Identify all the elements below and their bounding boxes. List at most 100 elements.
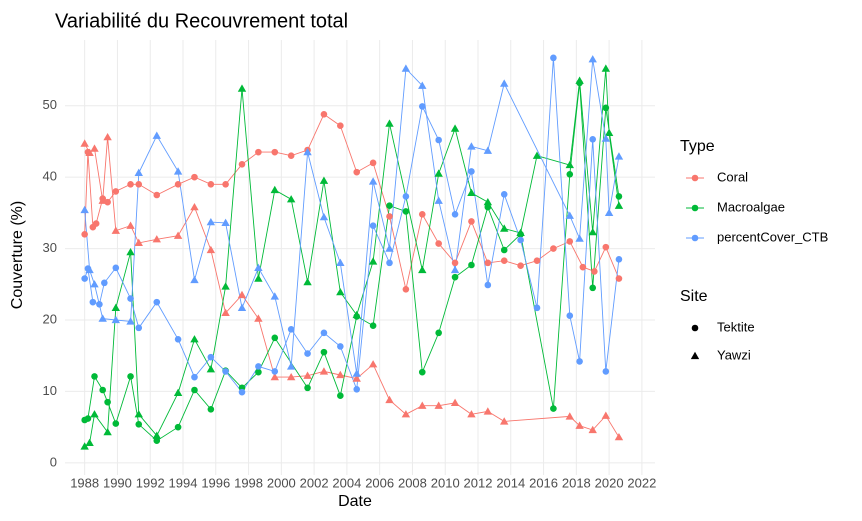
point (604, 208, 614, 217)
point (450, 124, 460, 132)
y-tick-label: 40 (43, 169, 57, 184)
point (127, 180, 134, 188)
point (111, 315, 121, 324)
point (602, 368, 610, 375)
point (135, 180, 143, 188)
point (484, 203, 492, 211)
point (588, 227, 597, 236)
point (435, 136, 442, 144)
point (589, 284, 597, 292)
point (337, 392, 344, 400)
point (353, 385, 361, 393)
point (565, 412, 574, 420)
x-tick-label: 2004 (332, 475, 361, 490)
point (237, 290, 247, 299)
point (467, 142, 476, 150)
point (566, 238, 574, 245)
y-tick-label: 10 (43, 383, 57, 398)
point (320, 329, 328, 337)
point (134, 168, 143, 177)
point (516, 228, 525, 237)
point (85, 265, 94, 274)
point (286, 195, 296, 203)
point (80, 442, 89, 450)
point (81, 230, 88, 238)
point (336, 370, 345, 379)
point (434, 401, 443, 409)
point (135, 324, 143, 332)
point (468, 261, 475, 269)
point (566, 312, 574, 320)
point (500, 417, 509, 425)
point (368, 360, 378, 368)
x-tick-label: 2020 (595, 475, 624, 490)
point (190, 275, 199, 284)
point (368, 257, 378, 265)
point (500, 257, 508, 265)
point (206, 365, 216, 373)
point (591, 268, 598, 275)
x-tick-label: 2010 (431, 475, 460, 490)
point (319, 176, 329, 184)
point (152, 431, 161, 439)
point (575, 234, 584, 242)
point (238, 388, 246, 396)
y-tick-label: 50 (43, 97, 57, 112)
point (434, 196, 443, 204)
point (98, 314, 107, 322)
point (90, 280, 99, 288)
point (352, 374, 361, 382)
point (174, 180, 182, 188)
point (386, 213, 393, 220)
point (101, 279, 108, 287)
point (319, 212, 329, 221)
point (191, 373, 198, 381)
x-tick-label: 2000 (267, 475, 296, 490)
x-tick-label: 1988 (70, 475, 99, 490)
point (90, 410, 99, 418)
point (271, 334, 279, 342)
point (99, 386, 106, 394)
point (336, 287, 345, 296)
point (287, 152, 295, 160)
point (500, 190, 508, 198)
point (434, 169, 443, 177)
point (550, 405, 557, 412)
point (601, 134, 611, 142)
point (467, 188, 476, 197)
point (207, 180, 215, 188)
y-tick-label: 0 (50, 454, 57, 469)
point (190, 202, 199, 211)
legend-swatch (691, 324, 699, 332)
point (153, 191, 161, 199)
point (255, 368, 262, 376)
point (575, 76, 584, 84)
chart-title: Variabilité du Recouvrement total (55, 10, 348, 32)
x-tick-label: 2002 (300, 475, 329, 490)
point (353, 168, 361, 176)
point (418, 103, 426, 110)
point (385, 119, 394, 127)
point (173, 231, 183, 239)
point (134, 238, 143, 247)
point (173, 388, 183, 397)
point (418, 401, 427, 409)
grid (65, 40, 655, 475)
point (550, 245, 557, 252)
legend-label: Tektite (717, 319, 755, 334)
point (500, 246, 508, 254)
point (402, 285, 410, 293)
point (112, 420, 120, 427)
point (254, 274, 263, 282)
x-tick-label: 1990 (103, 475, 132, 490)
point (81, 275, 88, 282)
point (237, 84, 247, 92)
x-axis-title: Date (338, 493, 372, 510)
legend-label: Macroalgae (717, 199, 785, 214)
point (588, 425, 597, 434)
point (104, 398, 111, 406)
point (90, 144, 99, 152)
point (222, 180, 229, 188)
point (207, 405, 215, 413)
